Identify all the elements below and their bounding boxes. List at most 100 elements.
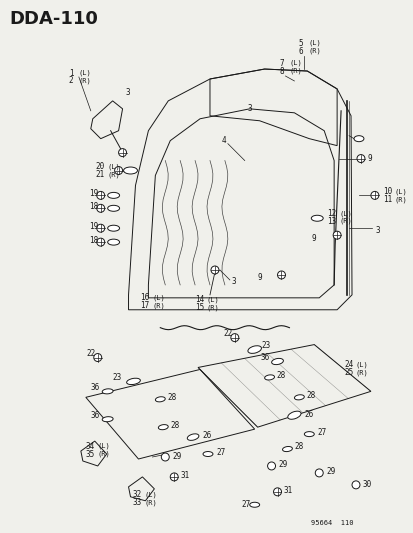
Circle shape [118, 149, 126, 157]
Circle shape [332, 231, 340, 239]
Text: 9: 9 [367, 154, 372, 163]
Ellipse shape [107, 225, 119, 231]
Text: 28: 28 [276, 371, 285, 380]
Text: (L): (L) [97, 443, 110, 449]
Circle shape [273, 488, 281, 496]
Text: (R): (R) [289, 68, 301, 74]
Text: 28: 28 [294, 441, 303, 450]
Text: 16: 16 [140, 293, 150, 302]
Ellipse shape [282, 447, 292, 451]
Circle shape [114, 166, 122, 174]
Circle shape [267, 462, 275, 470]
Text: (L): (L) [394, 188, 406, 195]
Text: 19: 19 [88, 189, 98, 198]
Text: (L): (L) [78, 70, 91, 76]
Ellipse shape [264, 375, 274, 380]
Circle shape [370, 191, 378, 199]
Text: 14: 14 [195, 295, 204, 304]
Text: (R): (R) [152, 303, 165, 309]
Text: 2: 2 [69, 76, 74, 85]
Text: (R): (R) [206, 304, 219, 311]
Text: 19: 19 [88, 222, 98, 231]
Text: 27: 27 [316, 427, 326, 437]
Circle shape [170, 473, 178, 481]
Ellipse shape [187, 434, 198, 440]
Circle shape [230, 334, 238, 342]
Circle shape [161, 453, 169, 461]
Text: (L): (L) [144, 491, 157, 498]
Text: (R): (R) [355, 369, 368, 376]
Text: 29: 29 [172, 451, 181, 461]
Text: 3: 3 [375, 225, 380, 235]
Text: 33: 33 [132, 498, 141, 507]
Text: 9: 9 [257, 273, 262, 282]
Ellipse shape [107, 239, 119, 245]
Text: 15: 15 [195, 303, 204, 312]
Text: 22: 22 [87, 349, 96, 358]
Circle shape [97, 238, 104, 246]
Ellipse shape [202, 451, 212, 456]
Ellipse shape [311, 215, 323, 221]
Text: (L): (L) [289, 60, 301, 66]
Ellipse shape [123, 167, 137, 174]
Circle shape [211, 266, 218, 274]
Text: 32: 32 [132, 490, 141, 499]
Text: (L): (L) [107, 163, 120, 170]
Text: (R): (R) [107, 171, 120, 177]
Text: 34: 34 [85, 441, 95, 450]
Text: 35: 35 [85, 449, 95, 458]
Text: 3: 3 [231, 277, 236, 286]
Text: 29: 29 [325, 467, 335, 477]
Text: 6: 6 [298, 46, 302, 55]
Ellipse shape [353, 136, 363, 142]
Text: (R): (R) [338, 218, 351, 224]
Circle shape [93, 353, 102, 361]
Text: (R): (R) [394, 196, 406, 203]
Text: 28: 28 [167, 393, 176, 402]
Text: (L): (L) [338, 210, 351, 216]
Text: 13: 13 [326, 217, 336, 226]
Text: (R): (R) [144, 499, 157, 506]
Text: 11: 11 [382, 195, 391, 204]
Text: 12: 12 [326, 209, 336, 218]
Ellipse shape [126, 378, 140, 385]
Text: 18: 18 [88, 236, 98, 245]
Text: 9: 9 [311, 233, 315, 243]
Circle shape [277, 271, 285, 279]
Text: (L): (L) [206, 296, 219, 303]
Ellipse shape [249, 502, 259, 507]
Ellipse shape [247, 346, 261, 353]
Ellipse shape [102, 389, 113, 394]
Text: 20: 20 [95, 162, 105, 171]
Ellipse shape [155, 397, 165, 402]
Ellipse shape [158, 425, 168, 430]
Text: 17: 17 [140, 301, 150, 310]
Text: 10: 10 [382, 187, 391, 196]
Text: 36: 36 [90, 411, 100, 419]
Text: 3: 3 [125, 88, 130, 98]
Text: (R): (R) [78, 78, 91, 84]
Circle shape [97, 204, 104, 212]
Ellipse shape [107, 205, 119, 211]
Circle shape [315, 469, 323, 477]
Text: 28: 28 [170, 421, 179, 430]
Text: 18: 18 [88, 202, 98, 211]
Text: 95664  110: 95664 110 [311, 520, 353, 526]
Text: 4: 4 [221, 136, 226, 145]
Text: 3: 3 [247, 104, 252, 114]
Text: (R): (R) [308, 48, 320, 54]
Text: 27: 27 [241, 500, 250, 509]
Ellipse shape [102, 417, 113, 422]
Ellipse shape [271, 358, 283, 365]
Circle shape [97, 191, 104, 199]
Text: 31: 31 [180, 471, 189, 480]
Text: 29: 29 [278, 461, 287, 470]
Text: 1: 1 [69, 69, 74, 77]
Text: (L): (L) [355, 361, 368, 368]
Ellipse shape [304, 432, 313, 437]
Text: 26: 26 [304, 410, 313, 419]
Text: 25: 25 [343, 368, 352, 377]
Ellipse shape [294, 395, 304, 400]
Text: (L): (L) [152, 295, 165, 301]
Text: 27: 27 [216, 448, 225, 457]
